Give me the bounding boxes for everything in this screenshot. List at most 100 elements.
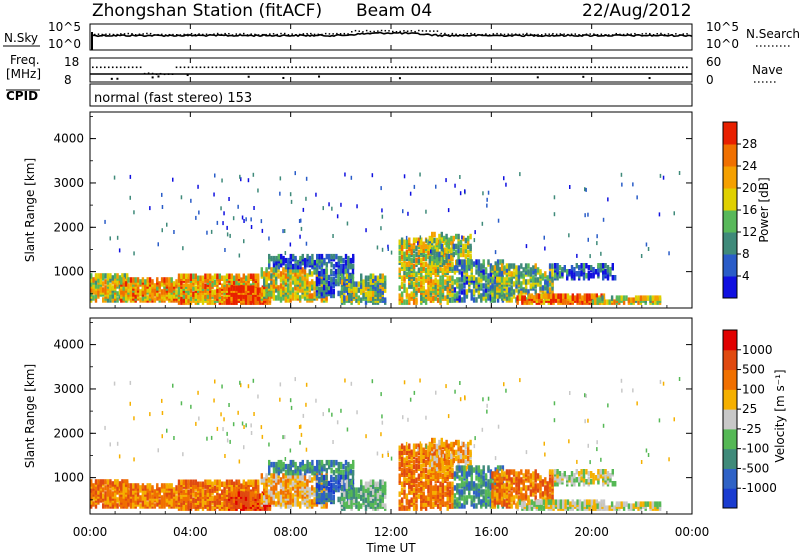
power-cell	[588, 265, 590, 271]
power-cell	[270, 256, 272, 262]
power-cell	[560, 293, 562, 299]
power-cell	[451, 262, 453, 268]
velocity-cell	[345, 466, 347, 472]
nsearch-point	[437, 30, 439, 32]
nsearch-point	[221, 34, 223, 36]
power-cell	[211, 276, 213, 282]
power-cell	[454, 287, 456, 293]
nsearch-point	[474, 33, 476, 35]
nave-point	[515, 67, 517, 69]
power-cell	[401, 276, 403, 282]
power-cell	[340, 203, 342, 207]
power-cell	[474, 238, 476, 242]
velocity-cell	[338, 462, 340, 468]
power-cell	[116, 297, 118, 303]
velocity-cell	[92, 483, 94, 489]
nave-point	[104, 67, 106, 69]
power-cell	[580, 263, 582, 269]
nave-point	[157, 75, 159, 77]
power-cell	[642, 295, 644, 301]
power-cell	[350, 258, 352, 264]
power-cell	[135, 277, 137, 283]
nave-point	[243, 67, 245, 69]
nsearch-point	[105, 34, 107, 36]
power-cell	[501, 263, 503, 269]
power-cell	[552, 293, 554, 299]
power-cell	[586, 293, 588, 299]
power-cell	[433, 232, 435, 238]
power-cell	[219, 287, 221, 293]
power-cell	[544, 236, 546, 240]
power-cell	[362, 279, 364, 285]
power-cell	[403, 240, 405, 246]
power-cell	[594, 297, 596, 303]
nsearch-point	[426, 30, 428, 32]
power-cell	[551, 263, 553, 269]
power-cell	[337, 291, 339, 297]
power-cell	[299, 235, 301, 239]
power-cell	[224, 248, 226, 252]
velocity-cell	[214, 480, 216, 486]
velocity-cell	[226, 480, 228, 486]
velocity-cell	[100, 479, 102, 485]
power-cell	[399, 240, 401, 246]
nsearch-point	[347, 33, 349, 35]
power-cell	[530, 283, 532, 289]
nave-point	[614, 67, 616, 69]
power-cell	[291, 200, 293, 204]
power-cell	[511, 297, 513, 303]
power-cell	[211, 289, 213, 295]
power-cell	[304, 269, 306, 275]
velocity-cell	[346, 480, 348, 486]
velocity-cell	[233, 482, 235, 488]
nsearch-point	[291, 33, 293, 35]
power-cell	[535, 277, 537, 283]
power-cell	[382, 248, 384, 252]
velocity-cell	[235, 480, 237, 486]
velocity-cell	[268, 489, 270, 495]
power-cell	[406, 262, 408, 268]
power-cell	[554, 212, 556, 216]
power-cell	[117, 236, 119, 240]
power-cell	[561, 267, 563, 273]
power-cell	[584, 213, 586, 217]
power-cell	[584, 187, 586, 191]
velocity-cell	[102, 479, 104, 485]
nave-point	[172, 73, 174, 75]
nsearch-point	[627, 33, 629, 35]
power-cell	[233, 276, 235, 282]
nave-point	[511, 67, 513, 69]
velocity-cell	[223, 482, 225, 488]
nave-point	[598, 67, 600, 69]
power-cell	[623, 295, 625, 301]
power-cell	[587, 213, 589, 217]
power-cell	[335, 269, 337, 275]
power-cell	[408, 293, 410, 299]
power-cell	[221, 179, 223, 183]
power-cell	[600, 252, 602, 256]
nsearch-point	[582, 34, 584, 36]
power-cell	[311, 293, 313, 299]
nsearch-point	[366, 30, 368, 32]
power-cell	[275, 267, 277, 273]
power-cell	[518, 265, 520, 271]
nave-label: Nave	[752, 63, 783, 77]
nsearch-point	[165, 34, 167, 36]
power-cell	[415, 258, 417, 264]
noise-panel: N.Sky 10^5 10^0 10^5 10^0 N.Search	[3, 20, 800, 51]
velocity-cell	[280, 477, 282, 483]
velocity-cell	[104, 479, 106, 485]
velocity-cell	[243, 480, 245, 486]
nave-point	[475, 67, 477, 69]
power-cell	[460, 240, 462, 246]
freq-tick-high: 18	[64, 55, 79, 69]
velocity-cell	[406, 478, 408, 484]
nave-point	[391, 67, 393, 69]
power-cell	[406, 236, 408, 240]
power-cell	[453, 252, 455, 258]
power-cell	[503, 293, 505, 299]
power-cell	[445, 254, 447, 260]
power-cell	[473, 275, 475, 281]
power-cell	[508, 263, 510, 269]
velocity-cell	[240, 483, 242, 489]
